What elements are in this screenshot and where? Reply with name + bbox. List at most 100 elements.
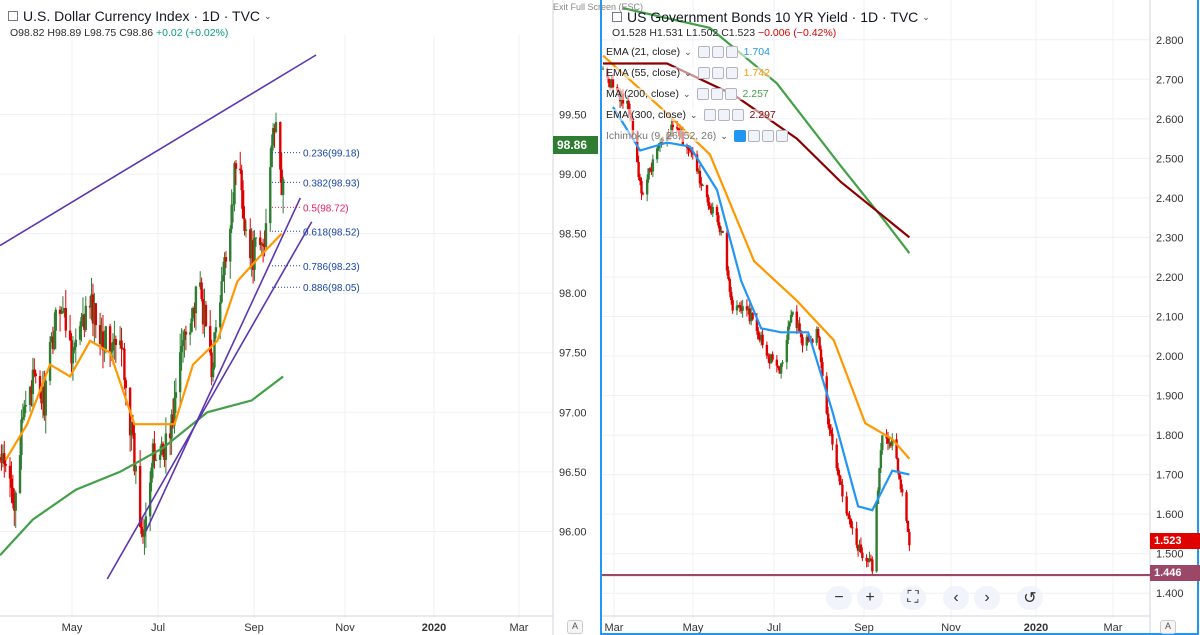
- y-tick-label: 97.50: [559, 348, 587, 360]
- chevron-down-icon[interactable]: ⌄: [720, 130, 728, 141]
- candle-body: [63, 308, 66, 311]
- scroll-left-button[interactable]: ‹: [943, 586, 969, 610]
- left-title[interactable]: U.S. Dollar Currency Index · 1D · TVC: [23, 8, 261, 24]
- candle-body: [769, 354, 773, 364]
- chevron-down-icon[interactable]: ⌄: [682, 88, 691, 99]
- candle-body: [251, 240, 255, 270]
- indicator-ema300[interactable]: EMA (300, close) ⌄ 2.297: [606, 109, 776, 121]
- close-icon[interactable]: [725, 46, 738, 58]
- candle-body: [691, 151, 694, 155]
- candle-body: [839, 481, 843, 485]
- candle-body: [648, 168, 652, 170]
- right-price-badge: 1.523: [1150, 533, 1200, 549]
- candle-body: [10, 478, 13, 488]
- eye-icon[interactable]: [697, 67, 710, 79]
- candle-body: [828, 424, 831, 430]
- dxy-chart[interactable]: 99.50 99.00 98.50 98.00 97.50 97.00 96.50 96.00…: [0, 0, 590, 635]
- scroll-right-button[interactable]: ›: [974, 586, 1000, 610]
- candle-body: [224, 257, 228, 262]
- candle-body: [113, 338, 116, 342]
- candle-body: [895, 439, 898, 459]
- candle-body: [841, 484, 844, 497]
- exit-fullscreen-label[interactable]: Exit Full Screen (ESC): [553, 2, 644, 12]
- x-tick-label: Jul: [151, 622, 165, 634]
- indicator-value: 2.257: [742, 88, 769, 100]
- indicator-ema55[interactable]: EMA (55, close) ⌄ 1.742: [606, 67, 770, 79]
- gear-icon[interactable]: [711, 67, 724, 79]
- zoom-in-button[interactable]: +: [857, 586, 883, 610]
- candle-body: [144, 516, 148, 530]
- y-tick-label: 99.50: [559, 110, 587, 122]
- y-tick-label: 96.50: [559, 467, 587, 479]
- auto-scale-button[interactable]: A: [1160, 620, 1176, 634]
- candle-body: [710, 208, 713, 214]
- candle-body: [0, 457, 3, 463]
- close-icon[interactable]: [731, 109, 744, 121]
- fib-label: 0.382(98.93): [303, 178, 360, 189]
- candle-body: [180, 346, 183, 353]
- candle-body: [214, 327, 218, 333]
- close-icon[interactable]: [775, 130, 788, 142]
- candle-body: [761, 334, 764, 345]
- candle-body: [795, 311, 798, 329]
- eye-icon[interactable]: [696, 88, 709, 100]
- chevron-down-icon[interactable]: ⌄: [264, 10, 272, 21]
- eye-icon[interactable]: [733, 130, 746, 142]
- left-close: C98.86: [119, 27, 154, 39]
- chevron-down-icon[interactable]: ⌄: [684, 46, 692, 57]
- gear-icon[interactable]: [717, 109, 730, 121]
- candle-body: [715, 206, 719, 216]
- candle-body: [720, 231, 723, 233]
- candle-body: [274, 121, 278, 133]
- candle-body: [3, 453, 6, 465]
- zoom-out-button[interactable]: −: [826, 586, 852, 610]
- chevron-down-icon[interactable]: ⌄: [922, 11, 930, 22]
- candle-body: [243, 218, 246, 231]
- indicator-ema21[interactable]: EMA (21, close) ⌄ 1.704: [606, 46, 770, 58]
- chevron-down-icon[interactable]: ⌄: [689, 109, 698, 120]
- indicator-ma200[interactable]: MA (200, close) ⌄ 2.257: [606, 88, 769, 100]
- eye-icon[interactable]: [697, 46, 710, 58]
- auto-scale-button[interactable]: A: [567, 620, 583, 634]
- collapse-icon[interactable]: [612, 12, 622, 22]
- candle-body: [727, 270, 730, 280]
- close-icon[interactable]: [724, 88, 737, 100]
- series-line: [603, 62, 911, 239]
- gear-icon[interactable]: [747, 130, 760, 142]
- candle-body: [815, 329, 818, 343]
- close-icon[interactable]: [725, 67, 738, 79]
- gear-icon[interactable]: [710, 88, 723, 100]
- candle-body: [740, 307, 743, 311]
- reset-icon[interactable]: ↺: [1017, 586, 1043, 610]
- right-change: −0.006 (−0.42%): [757, 27, 837, 39]
- chevron-down-icon[interactable]: ⌄: [684, 67, 692, 78]
- candle-body: [134, 465, 138, 472]
- candle-body: [20, 419, 23, 456]
- candle-body: [170, 414, 173, 439]
- candle-body: [640, 180, 643, 194]
- candle-body: [8, 465, 12, 479]
- collapse-icon[interactable]: [8, 11, 18, 21]
- candle-body: [74, 339, 77, 347]
- indicator-ichimoku[interactable]: Ichimoku (9, 26, 52, 26) ⌄: [606, 130, 788, 142]
- candle-body: [891, 439, 894, 446]
- right-header: US Government Bonds 10 YR Yield · 1D · T…: [612, 9, 934, 25]
- candle-body: [751, 312, 754, 320]
- gear-icon[interactable]: [711, 46, 724, 58]
- candle-body: [194, 286, 198, 314]
- eye-icon[interactable]: [703, 109, 716, 121]
- candle-body: [690, 150, 693, 152]
- candle-body: [791, 311, 794, 315]
- candle-body: [728, 279, 732, 292]
- right-title[interactable]: US Government Bonds 10 YR Yield · 1D · T…: [627, 9, 919, 25]
- candle-body: [14, 492, 17, 511]
- code-icon[interactable]: [761, 130, 774, 142]
- candle-body: [121, 348, 125, 350]
- candle-body: [93, 303, 96, 324]
- fullscreen-icon[interactable]: ⛶: [900, 586, 926, 610]
- candle-body: [707, 197, 710, 206]
- candle-body: [687, 147, 690, 150]
- candle-body: [738, 305, 741, 308]
- left-change: +0.02 (+0.02%): [155, 27, 229, 39]
- candle-body: [68, 330, 72, 341]
